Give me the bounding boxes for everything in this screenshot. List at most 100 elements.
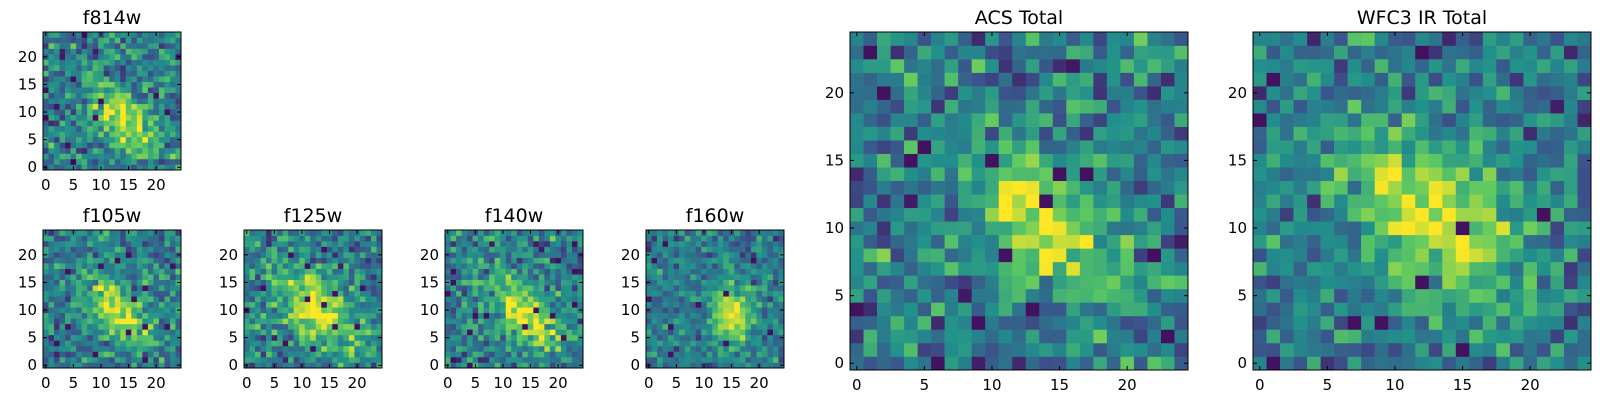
heatmap-cell (277, 290, 283, 297)
heatmap-cell (1266, 72, 1281, 87)
heatmap-cell (712, 263, 719, 269)
heatmap-cell (293, 279, 300, 286)
heatmap-cell (1293, 72, 1308, 87)
heatmap-cell (54, 136, 60, 143)
heatmap-cell (544, 290, 551, 297)
heatmap-cell (516, 290, 523, 297)
heatmap-cell (1550, 329, 1565, 344)
heatmap-cell (1509, 86, 1524, 100)
heatmap-cell (359, 307, 366, 314)
heatmap-cell (1147, 126, 1162, 141)
heatmap-cell (142, 125, 149, 132)
heatmap-cell (944, 356, 959, 371)
heatmap-cell (136, 136, 143, 143)
heatmap-cell (1266, 207, 1281, 222)
heatmap-cell (142, 131, 149, 138)
heatmap-cell (461, 351, 468, 358)
heatmap-cell (767, 340, 774, 347)
heatmap-cell (359, 356, 366, 363)
heatmap-cell (304, 318, 311, 325)
heatmap-cell (761, 285, 768, 292)
heatmap-cell (59, 59, 66, 66)
heatmap-cell (1093, 59, 1108, 73)
heatmap-cell (359, 230, 366, 236)
heatmap-cell (70, 329, 77, 336)
heatmap-cell (1093, 342, 1108, 357)
heatmap-cell (59, 32, 66, 38)
heatmap-cell (1052, 32, 1067, 46)
y-tick-label: 10 (219, 301, 238, 319)
heatmap-cell (1160, 153, 1175, 168)
heatmap-cell (304, 230, 311, 236)
heatmap-cell (282, 296, 289, 303)
heatmap-cell (87, 351, 93, 358)
heatmap-cell (54, 76, 60, 82)
heatmap-cell (684, 301, 691, 308)
heatmap-cell (1347, 234, 1362, 249)
heatmap-cell (43, 340, 49, 347)
heatmap-cell (958, 113, 972, 127)
heatmap-cell (153, 125, 160, 132)
heatmap-cell (87, 362, 93, 369)
heatmap-cell (169, 345, 176, 352)
heatmap-cell (136, 48, 143, 55)
heatmap-cell (1012, 315, 1027, 330)
heatmap-cell (1106, 329, 1121, 344)
heatmap-cell (43, 345, 49, 352)
heatmap-cell (1563, 180, 1578, 195)
heatmap-cell (483, 257, 490, 264)
heatmap-cell (712, 285, 719, 292)
heatmap-cell (142, 87, 149, 94)
heatmap-cell (1066, 356, 1081, 371)
heatmap-cell (1066, 207, 1081, 222)
heatmap-cell (54, 153, 60, 160)
heatmap-cell (1509, 356, 1524, 371)
heatmap-cell (120, 147, 127, 154)
heatmap-cell (522, 362, 529, 369)
heatmap-cell (164, 54, 171, 60)
heatmap-cell (359, 257, 366, 264)
heatmap-cell (958, 153, 972, 168)
heatmap-cell (98, 98, 105, 105)
heatmap-cell (756, 334, 763, 341)
heatmap-cell (114, 54, 121, 60)
heatmap-cell (304, 351, 311, 358)
heatmap-cell (1280, 302, 1294, 317)
heatmap-cell (505, 296, 512, 303)
heatmap-cell (1106, 315, 1121, 330)
heatmap-cell (81, 345, 88, 352)
heatmap-cell (750, 351, 757, 358)
heatmap-cell (1442, 32, 1457, 46)
heatmap-cell (761, 257, 768, 264)
heatmap-cell (472, 274, 479, 280)
heatmap-cell (1374, 113, 1389, 127)
heatmap-cell (131, 296, 138, 303)
heatmap-cell (48, 65, 55, 71)
heatmap-cell (98, 351, 105, 358)
heatmap-cell (54, 356, 60, 363)
heatmap-cell (489, 301, 495, 308)
heatmap-cell (695, 356, 702, 363)
heatmap-cell (299, 329, 306, 336)
heatmap-cell (1160, 167, 1175, 182)
heatmap-cell (175, 43, 182, 49)
heatmap-cell (1442, 234, 1457, 249)
heatmap-cell (931, 32, 945, 46)
heatmap-cell (1052, 45, 1067, 60)
heatmap-cell (125, 153, 132, 160)
heatmap-cell (1496, 126, 1511, 141)
heatmap-cell (54, 307, 60, 314)
heatmap-cell (1550, 288, 1565, 303)
heatmap-cell (103, 241, 110, 247)
heatmap-cell (850, 194, 864, 209)
heatmap-cell (1280, 99, 1294, 114)
heatmap-cell (260, 345, 267, 352)
heatmap-cell (690, 351, 696, 358)
heatmap-cell (1577, 315, 1592, 330)
heatmap-cell (1106, 59, 1121, 73)
heatmap-cell (255, 246, 261, 253)
heatmap-cell (728, 307, 735, 314)
heatmap-cell (98, 147, 105, 154)
heatmap-cell (153, 48, 160, 55)
heatmap-cell (59, 301, 66, 308)
